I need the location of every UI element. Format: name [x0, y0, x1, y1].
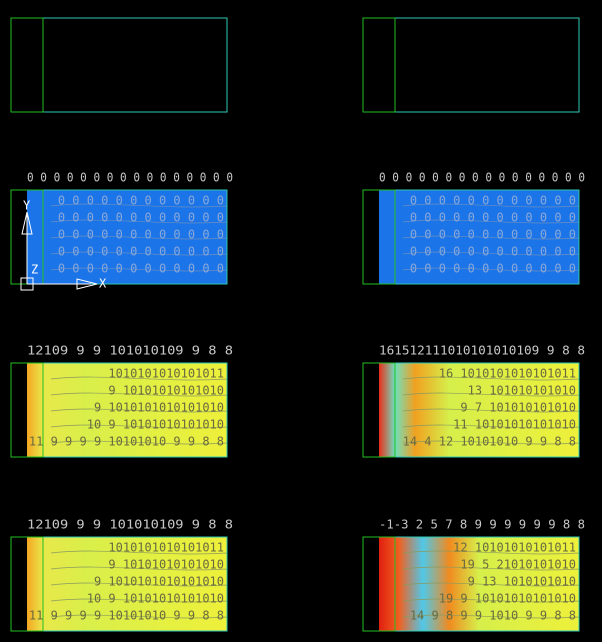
contour-line [50, 582, 228, 587]
contour-line [50, 440, 228, 445]
contour-label: 0 0 0 0 0 0 0 0 0 0 0 0 [410, 194, 576, 208]
contour-label: 14 9 8 9 9 1010 9 9 8 8 [410, 609, 576, 623]
top-label: 0 0 0 0 0 0 0 0 0 0 0 0 0 0 0 0 [27, 171, 233, 185]
contour-line [50, 392, 228, 397]
contour-label: 9 13 1010101010 [468, 575, 576, 589]
top-label: 161512111010101010109 9 8 8 [379, 344, 585, 358]
contour-line [50, 203, 228, 208]
axis-label: Z [31, 263, 38, 277]
contour-line [402, 219, 580, 224]
contour-line [402, 376, 580, 381]
contour-line [402, 392, 580, 397]
contour-line [402, 408, 580, 413]
panel-inner [362, 536, 396, 632]
contour-line [50, 614, 228, 619]
contour-line [50, 219, 228, 224]
contour-label: 9 1010101010101010 [94, 401, 224, 415]
panel-inner [10, 536, 44, 632]
contour-label: 19 9 10101010101010 [439, 592, 576, 606]
contour-line [402, 598, 580, 603]
contour-label: 9 1010101010101010 [94, 575, 224, 589]
contour-label: 9 10101010101010 [108, 558, 224, 572]
top-label: 12109 9 9 101010109 9 8 8 [27, 344, 233, 358]
contour-label: 11 10101010101010 [453, 418, 576, 432]
contour-label: 14 4 12 10101010 9 9 8 8 [403, 435, 576, 449]
contour-label: 16 1010101010101011 [439, 367, 576, 381]
contour-line [402, 582, 580, 587]
contour-line [50, 566, 228, 571]
contour-label: 9 7 101010101010 [460, 401, 576, 415]
contour-line [402, 566, 580, 571]
contour-label: 0 0 0 0 0 0 0 0 0 0 0 0 [58, 194, 224, 208]
contour-line [402, 550, 580, 555]
panel-inner [10, 17, 44, 113]
contour-label: 12 10101010101011 [453, 541, 576, 555]
contour-label: 19 5 21010101010 [460, 558, 576, 572]
contour-line [402, 267, 580, 272]
contour-line [50, 251, 228, 256]
contour-label: 0 0 0 0 0 0 0 0 0 0 0 0 [410, 211, 576, 225]
contour-label: 10 9 10101010101010 [87, 418, 224, 432]
axis-x-arrow [76, 278, 98, 290]
contour-label: 13 101010101010 [468, 384, 576, 398]
axis-label: X [99, 277, 107, 291]
contour-label: 1010101010101011 [108, 541, 224, 555]
contour-line [50, 235, 228, 240]
contour-line [50, 550, 228, 555]
panel-inner [362, 362, 396, 458]
contour-label: 0 0 0 0 0 0 0 0 0 0 0 0 [58, 245, 224, 259]
contour-line [50, 408, 228, 413]
panel-inner [362, 189, 396, 285]
top-label: 12109 9 9 101010109 9 8 8 [27, 518, 233, 532]
contour-line [402, 203, 580, 208]
contour-label: 0 0 0 0 0 0 0 0 0 0 0 0 [58, 211, 224, 225]
contour-label: 11 9 9 9 9 10101010 9 9 8 8 [29, 435, 224, 449]
panel-inner [362, 17, 396, 113]
contour-line [50, 376, 228, 381]
contour-label: 11 9 9 9 9 10101010 9 9 8 8 [29, 609, 224, 623]
contour-line [402, 251, 580, 256]
contour-label: 0 0 0 0 0 0 0 0 0 0 0 0 [410, 262, 576, 276]
axis-origin [20, 277, 34, 291]
panel-inner [10, 362, 44, 458]
axis-y-arrow [21, 211, 33, 235]
top-label: -1-3 2 5 7 8 9 9 9 9 9 9 8 8 [379, 518, 585, 532]
contour-label: 0 0 0 0 0 0 0 0 0 0 0 0 [58, 262, 224, 276]
top-label: 0 0 0 0 0 0 0 0 0 0 0 0 0 0 0 0 [379, 171, 585, 185]
contour-line [50, 267, 228, 272]
contour-label: 1010101010101011 [108, 367, 224, 381]
contour-label: 10 9 10101010101010 [87, 592, 224, 606]
contour-line [50, 598, 228, 603]
contour-label: 9 10101010101010 [108, 384, 224, 398]
axis-label: Y [23, 199, 31, 213]
contour-line [402, 235, 580, 240]
contour-line [402, 424, 580, 429]
contour-label: 0 0 0 0 0 0 0 0 0 0 0 0 [410, 228, 576, 242]
contour-line [402, 614, 580, 619]
contour-label: 0 0 0 0 0 0 0 0 0 0 0 0 [58, 228, 224, 242]
contour-line [50, 424, 228, 429]
contour-label: 0 0 0 0 0 0 0 0 0 0 0 0 [410, 245, 576, 259]
contour-line [402, 440, 580, 445]
